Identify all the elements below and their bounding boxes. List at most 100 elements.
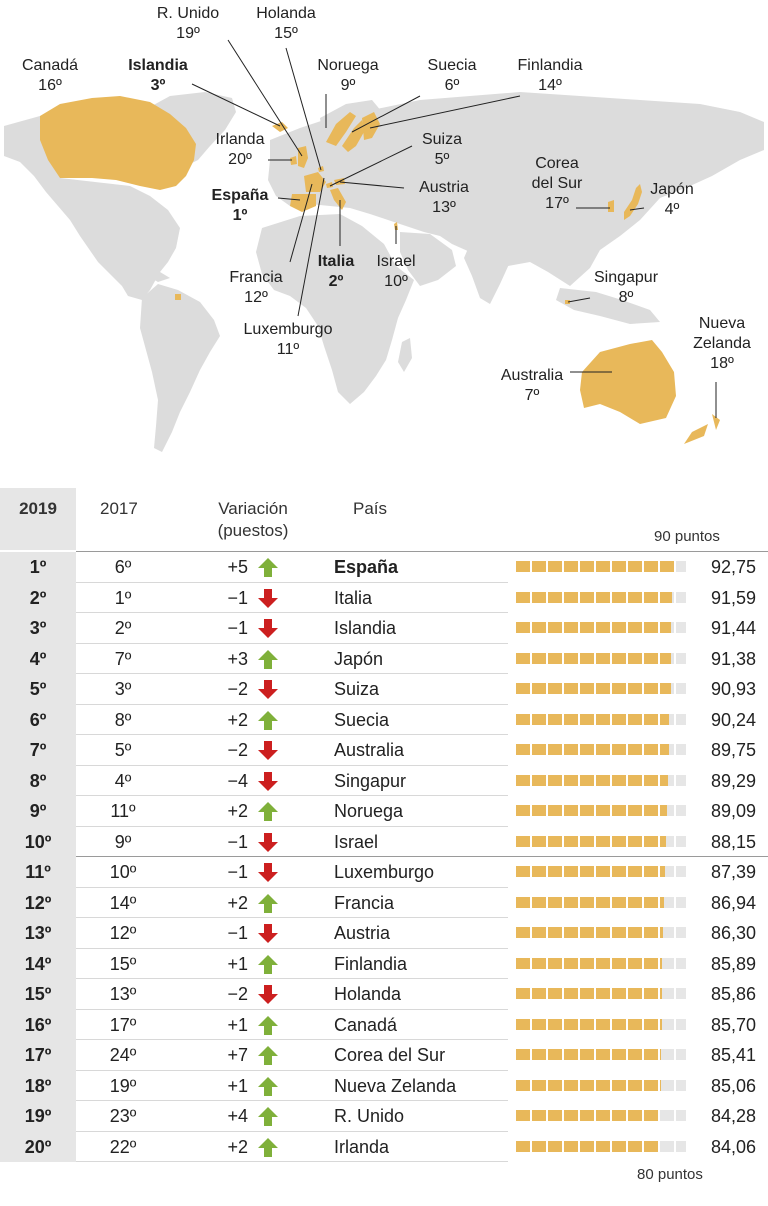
map-label-israel: Israel 10º — [376, 252, 415, 292]
score-bar-segments — [516, 622, 686, 633]
country-canada — [40, 96, 196, 190]
table-row: 13º 12º −1 Austria 86,30 — [0, 918, 768, 949]
table-row: 11º 10º −1 Luxemburgo 87,39 — [0, 857, 768, 888]
map-label-francia: Francia 12º — [229, 268, 282, 308]
land-madagascar — [398, 338, 412, 372]
country-new-zealand — [712, 414, 720, 430]
score-value: 89,09 — [710, 801, 756, 821]
map-label-rank: 18º — [710, 355, 734, 372]
rank-2019: 18º — [0, 1070, 76, 1101]
arrow-up-icon — [258, 893, 278, 913]
arrow-up-icon — [258, 649, 278, 669]
map-label-country: Canadá — [21, 57, 79, 74]
variation-value: −2 — [227, 679, 248, 699]
score-bar-segments — [516, 957, 686, 969]
country-name: Nueva Zelanda — [334, 1075, 457, 1096]
rank-2017: 23º — [109, 1106, 137, 1126]
rank-2017: 19º — [109, 1075, 137, 1096]
row-divider — [76, 1069, 508, 1071]
country-uk — [298, 146, 308, 168]
map-label-rank: 2º — [328, 273, 344, 290]
score-value: 85,86 — [710, 984, 756, 1004]
land-india — [464, 244, 510, 304]
land-arabia — [400, 232, 456, 286]
map-label-rank: 3º — [150, 77, 166, 94]
score-bar-track — [516, 561, 686, 572]
score-bar-segments — [516, 927, 686, 938]
land-greenland — [148, 92, 236, 166]
map-label-rank: 10º — [384, 273, 408, 290]
score-bar-track — [516, 1018, 686, 1030]
row-divider — [76, 886, 508, 888]
map-label-country: Israel — [376, 253, 416, 270]
arrow-up-icon — [258, 558, 278, 577]
map-label-rank: 7º — [524, 387, 540, 404]
map-label-italia: Italia 2º — [318, 252, 354, 292]
rank-2017: 9º — [114, 831, 132, 852]
score-bar-track — [516, 1079, 686, 1091]
arrow-up-icon — [258, 1015, 278, 1035]
score-bar-segments — [516, 988, 686, 999]
land-africa — [256, 214, 414, 404]
leader-japon — [629, 207, 645, 211]
map-label-rank: 17º — [545, 195, 569, 212]
score-value: 90,24 — [710, 709, 756, 730]
table-row: 8º 4º −4 Singapur 89,29 — [0, 765, 768, 796]
country-name: Italia — [334, 587, 373, 608]
variation-value: +2 — [227, 709, 248, 730]
leader-singapur — [567, 297, 591, 303]
country-france — [304, 172, 326, 192]
score-bar-track — [516, 683, 686, 694]
table-row: 20º 22º +2 Irlanda 84,06 — [0, 1131, 768, 1162]
rank-2019: 5º — [0, 674, 76, 705]
leader-finlandia — [369, 95, 521, 129]
map-label-rank: 6º — [444, 77, 460, 94]
country-name: Corea del Sur — [334, 1045, 446, 1065]
score-bar-track — [516, 835, 686, 847]
row-divider — [76, 795, 508, 796]
country-ireland — [290, 156, 297, 165]
table-row: 6º 8º +2 Suecia 90,24 — [0, 704, 768, 735]
map-label-country: Noruega — [317, 57, 379, 74]
score-value: 85,89 — [710, 953, 756, 974]
variation-value: −1 — [227, 831, 248, 852]
rank-2019: 10º — [0, 826, 76, 857]
score-bar-track — [516, 805, 686, 816]
country-name: Noruega — [334, 801, 404, 821]
variation-value: −2 — [227, 740, 248, 760]
rank-2017: 5º — [114, 740, 132, 760]
row-divider — [76, 1039, 508, 1040]
map-label-country: Austria — [419, 179, 469, 196]
arrow-down-icon — [258, 924, 278, 943]
row-divider — [76, 825, 508, 827]
score-bar-track — [516, 957, 686, 969]
map-label-rank: 5º — [434, 151, 450, 168]
row-divider — [76, 673, 508, 674]
score-value: 85,41 — [710, 1045, 756, 1065]
score-value: 91,59 — [710, 587, 756, 608]
header-variacion-line2: (puestos) — [217, 521, 289, 540]
land-sea-islands — [556, 288, 660, 324]
country-switzerland — [326, 182, 333, 188]
country-french-guiana — [175, 294, 181, 300]
score-value: 86,30 — [710, 923, 756, 943]
country-spain — [290, 194, 316, 212]
rank-2019: 20º — [0, 1131, 76, 1162]
country-name: Israel — [334, 831, 379, 852]
map-label-rank: 15º — [274, 25, 298, 42]
table-row: 2º 1º −1 Italia 91,59 — [0, 582, 768, 613]
map-label-holanda: Holanda 15º — [256, 4, 316, 44]
country-australia — [580, 340, 676, 424]
score-bar-track — [516, 927, 686, 938]
land-caribbean — [148, 272, 170, 282]
score-value: 85,06 — [710, 1075, 756, 1096]
land-north-america — [4, 116, 180, 300]
row-divider — [76, 764, 508, 766]
arrow-down-icon — [258, 741, 278, 760]
rank-2017: 10º — [109, 862, 137, 882]
variation-value: +2 — [227, 801, 248, 821]
map-label-suecia: Suecia 6º — [428, 56, 477, 96]
score-value: 91,38 — [710, 648, 756, 669]
world-map: R. Unido 19º Holanda 15º Canadá 16º Islandia 3º… — [0, 0, 768, 470]
map-label-country: Corea del Sur — [531, 155, 583, 192]
